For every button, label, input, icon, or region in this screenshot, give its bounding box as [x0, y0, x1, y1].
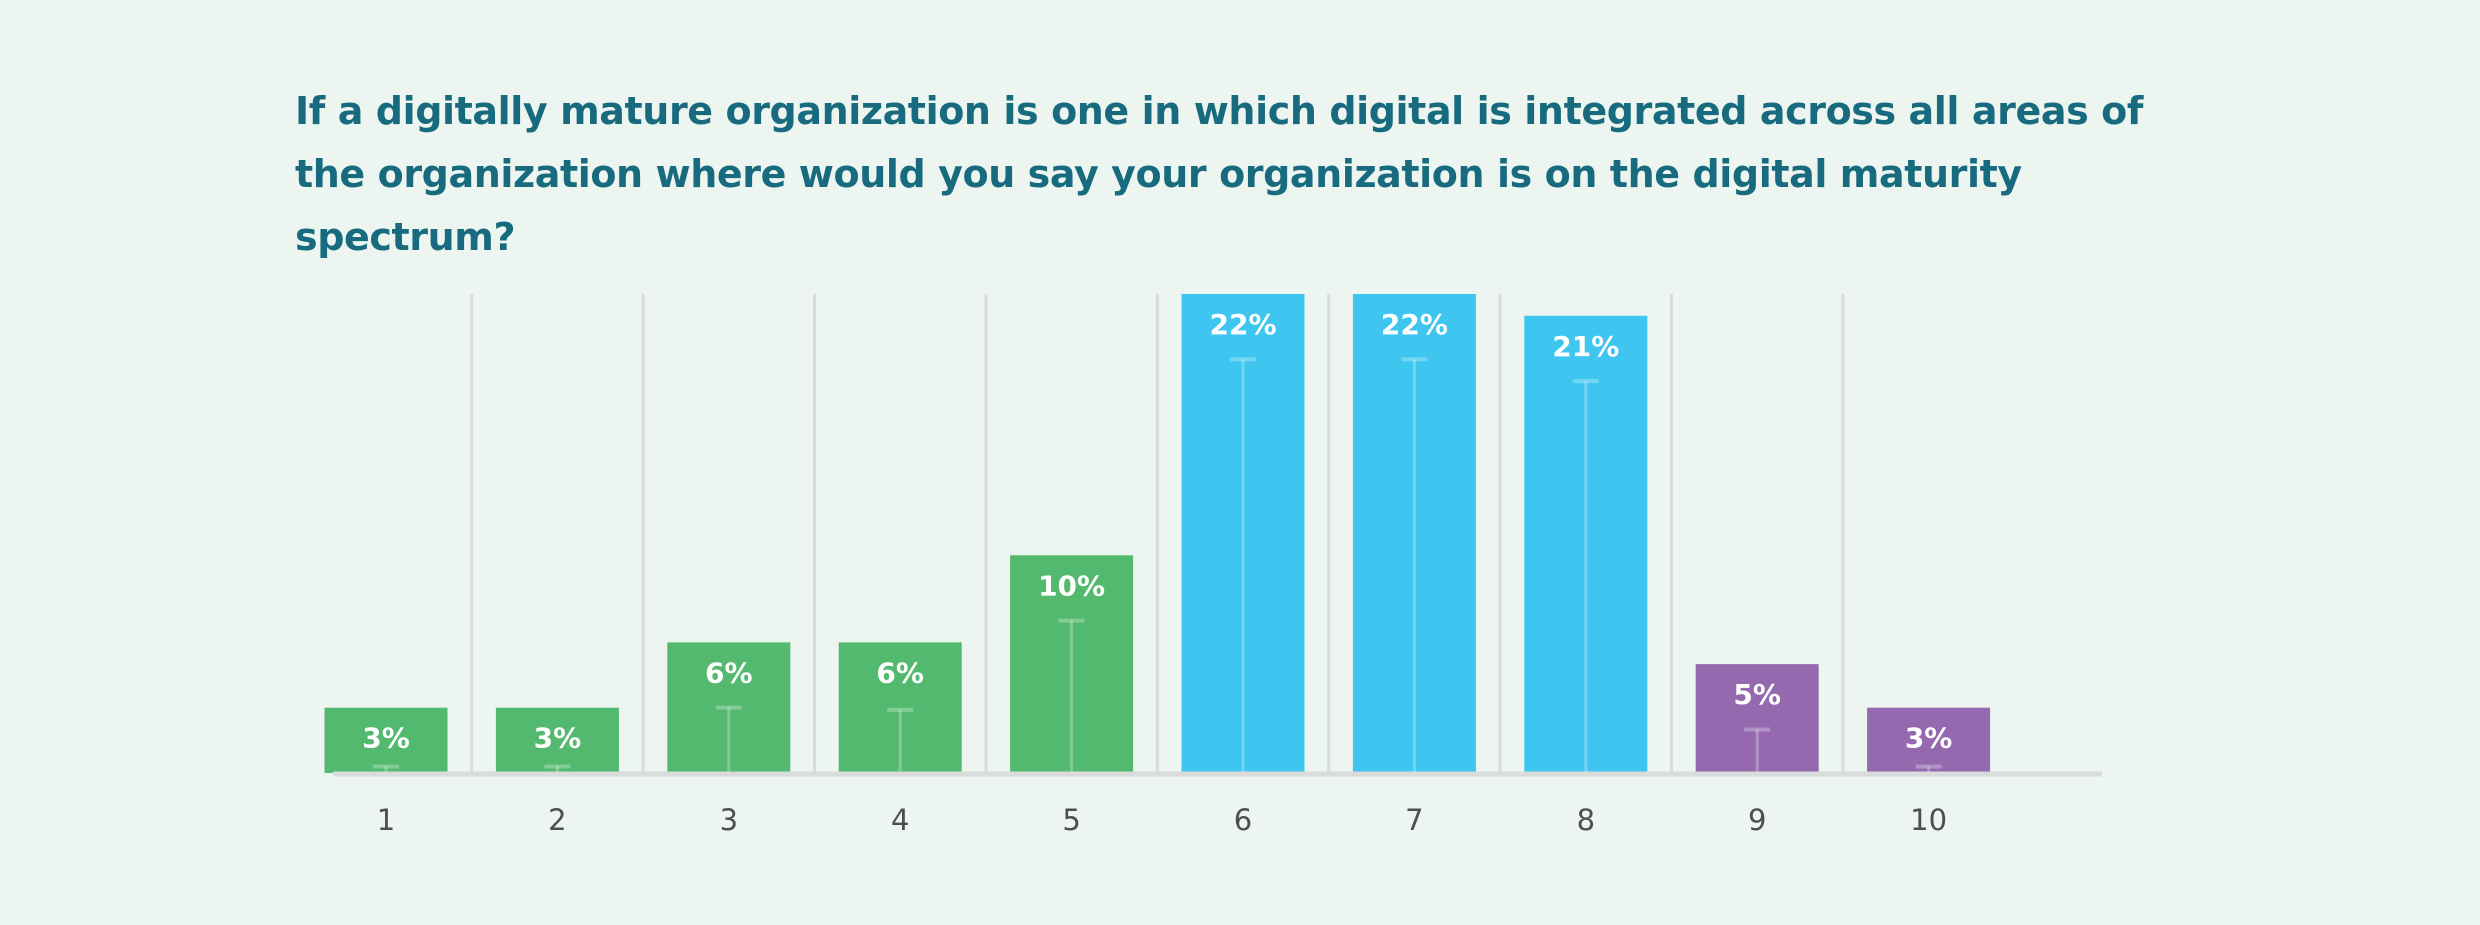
data-label: 10%: [1038, 569, 1105, 602]
bar[interactable]: [324, 707, 448, 773]
data-label: 21%: [1552, 330, 1619, 363]
bar[interactable]: [838, 642, 962, 773]
x-tick-label: 2: [548, 803, 566, 837]
data-label: 22%: [1381, 308, 1448, 341]
x-tick-label: 8: [1577, 803, 1595, 837]
x-tick-label: 3: [720, 803, 738, 837]
bar[interactable]: [1695, 664, 1819, 773]
bar[interactable]: [1867, 707, 1991, 773]
bar[interactable]: [1010, 555, 1134, 773]
data-label: 3%: [1905, 722, 1953, 755]
bar[interactable]: [667, 642, 791, 773]
data-label: 22%: [1209, 308, 1276, 341]
chart-title: If a digitally mature organization is on…: [295, 89, 2143, 259]
data-label: 3%: [362, 722, 410, 755]
x-tick-label: 7: [1405, 803, 1423, 837]
data-label: 6%: [876, 656, 924, 689]
data-label: 5%: [1733, 678, 1781, 711]
bar[interactable]: [1524, 315, 1648, 773]
x-tick-label: 6: [1234, 803, 1252, 837]
x-tick-label: 9: [1748, 803, 1766, 837]
bar[interactable]: [1352, 294, 1476, 773]
data-label: 3%: [534, 722, 582, 755]
x-tick-label: 1: [377, 803, 395, 837]
x-tick-label: 4: [891, 803, 909, 837]
bar[interactable]: [495, 707, 619, 773]
data-label: 6%: [705, 656, 753, 689]
bar[interactable]: [1181, 294, 1305, 773]
x-tick-label: 10: [1910, 803, 1947, 837]
x-tick-label: 5: [1062, 803, 1080, 837]
